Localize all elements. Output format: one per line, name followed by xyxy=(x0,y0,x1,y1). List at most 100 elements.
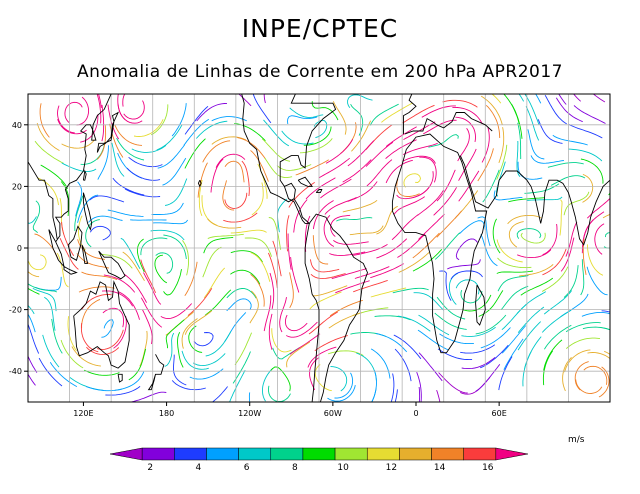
streamline xyxy=(385,126,417,147)
streamline xyxy=(36,122,60,151)
streamline xyxy=(32,287,57,312)
streamline xyxy=(333,240,369,245)
streamline xyxy=(587,352,610,360)
streamline xyxy=(303,126,332,146)
streamline xyxy=(419,156,437,183)
streamline xyxy=(295,159,329,176)
streamline xyxy=(527,129,545,160)
streamline xyxy=(520,277,554,296)
colorbar-swatch xyxy=(270,447,304,461)
streamline xyxy=(402,142,438,155)
streamline xyxy=(89,225,111,241)
streamline xyxy=(268,385,291,402)
streamline xyxy=(461,326,496,337)
streamline xyxy=(501,325,527,354)
streamline xyxy=(28,304,35,315)
streamline xyxy=(286,321,318,338)
streamline xyxy=(376,205,398,235)
streamline xyxy=(279,297,287,333)
streamline xyxy=(498,127,505,164)
streamline xyxy=(86,386,123,392)
colorbar-swatch xyxy=(206,447,239,461)
streamline xyxy=(32,200,41,234)
streamline xyxy=(542,223,558,256)
streamline xyxy=(100,253,133,269)
streamline xyxy=(171,380,206,391)
colorbar-label: 2 xyxy=(147,463,153,473)
streamline xyxy=(59,238,79,270)
colorbar-swatch xyxy=(334,447,368,461)
coastline-segment xyxy=(459,155,610,246)
streamline xyxy=(171,103,187,137)
streamline xyxy=(562,356,572,392)
streamline xyxy=(164,178,188,206)
coastline-segment xyxy=(96,111,120,153)
streamline xyxy=(181,318,198,349)
streamline xyxy=(574,361,589,391)
streamline xyxy=(126,167,161,181)
colorbar-swatch xyxy=(238,447,272,461)
streamline xyxy=(485,104,501,139)
colorbar: 2 4 6 8 10 12 14 16 xyxy=(109,447,529,473)
streamline xyxy=(418,352,443,382)
streamline xyxy=(522,351,532,387)
streamline xyxy=(267,252,278,289)
streamline xyxy=(310,273,346,280)
coastline-segment xyxy=(403,94,417,134)
lon-tick-label: 180 xyxy=(159,409,174,418)
streamline xyxy=(262,367,274,402)
coastline-segment xyxy=(315,189,323,194)
map-subtitle: Anomalia de Linhas de Corrente em 200 hP… xyxy=(77,62,563,82)
streamline xyxy=(508,221,524,248)
streamline xyxy=(244,237,272,257)
streamline xyxy=(508,197,545,203)
streamline xyxy=(226,288,257,299)
streamline xyxy=(289,107,324,118)
streamline xyxy=(535,94,542,104)
colorbar-label: 6 xyxy=(244,463,250,473)
streamline xyxy=(475,364,501,392)
streamline xyxy=(365,141,394,167)
streamline xyxy=(318,157,350,179)
streamline xyxy=(163,234,187,260)
streamline xyxy=(183,118,210,146)
streamline xyxy=(103,274,136,293)
streamline xyxy=(83,369,120,376)
streamline xyxy=(28,287,40,295)
coastline-segment xyxy=(63,266,78,275)
streamline xyxy=(288,182,315,208)
streamline xyxy=(517,306,545,333)
streamline xyxy=(312,285,348,297)
streamline xyxy=(289,333,321,355)
streamline xyxy=(61,162,97,173)
streamline xyxy=(263,295,272,332)
streamline xyxy=(120,237,141,270)
streamline xyxy=(498,356,513,391)
streamline xyxy=(481,127,490,163)
streamline xyxy=(230,250,263,263)
streamline xyxy=(418,386,421,402)
colorbar-swatch xyxy=(302,447,336,461)
streamline xyxy=(270,366,291,392)
colorbar-label: 8 xyxy=(292,463,298,473)
streamline xyxy=(107,209,144,217)
streamline xyxy=(111,142,125,177)
streamline xyxy=(308,311,339,335)
longitude-axis: 120E 180 120W 60W 0 60E xyxy=(73,402,507,418)
streamline xyxy=(197,162,208,198)
streamline xyxy=(81,298,101,329)
streamline xyxy=(568,148,603,162)
streamline xyxy=(421,105,456,118)
streamline xyxy=(211,386,228,402)
streamline xyxy=(450,270,483,280)
streamline xyxy=(583,365,608,385)
streamline xyxy=(131,391,167,402)
streamline xyxy=(347,140,375,167)
streamline xyxy=(417,329,449,351)
streamline xyxy=(289,272,294,309)
streamline xyxy=(307,346,337,368)
streamline xyxy=(139,330,148,367)
streamline xyxy=(314,364,332,392)
streamline xyxy=(601,310,610,313)
streamline xyxy=(156,124,183,151)
